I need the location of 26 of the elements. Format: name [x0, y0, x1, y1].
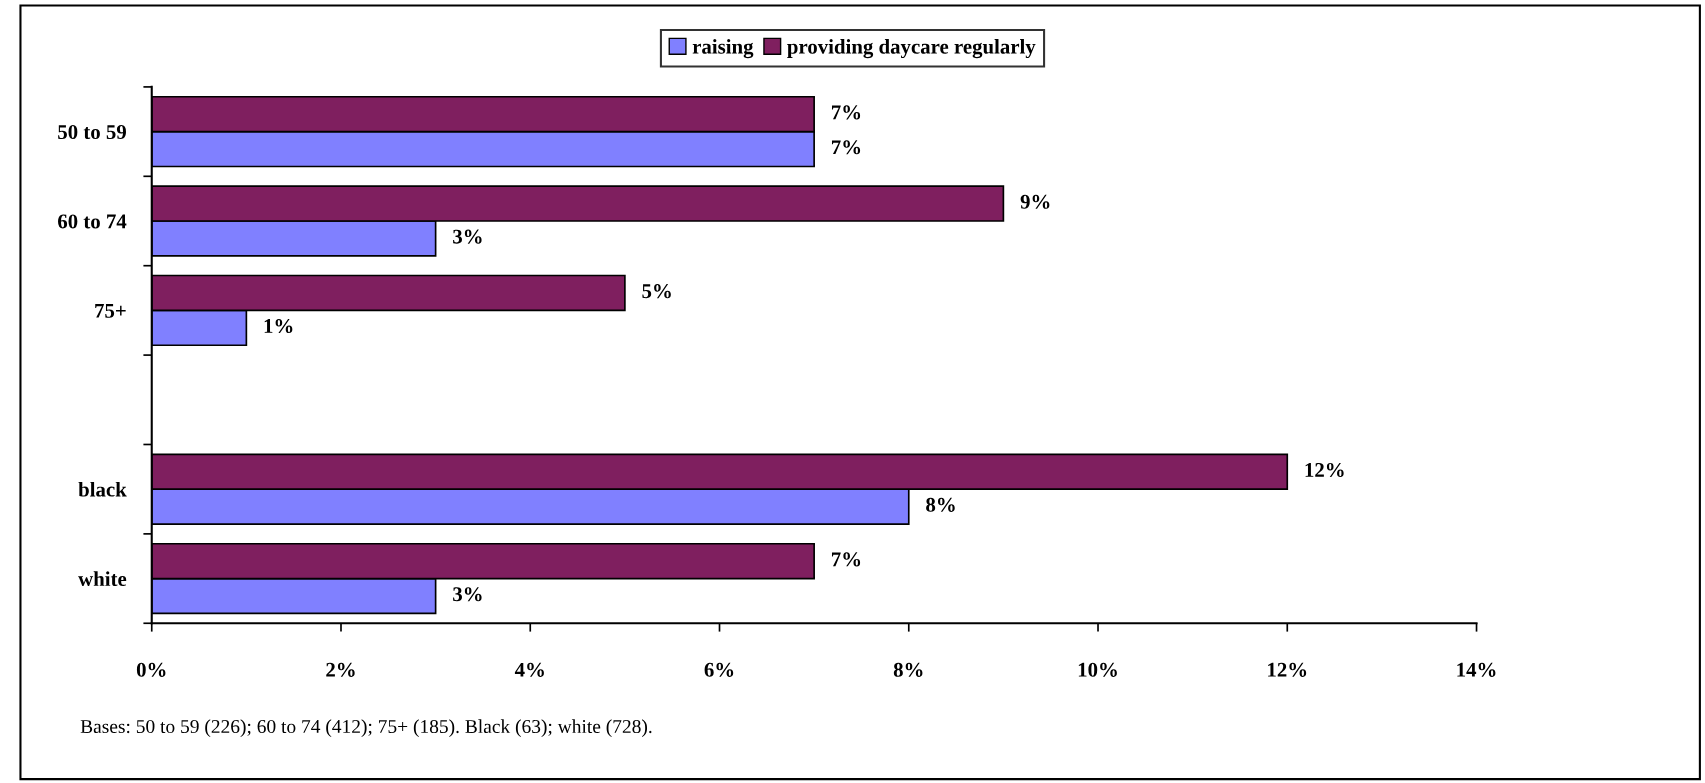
data-label: 7% [832, 552, 861, 567]
data-label: 3% [453, 587, 482, 602]
data-label: 5% [642, 284, 671, 299]
x-tick-label: 12% [1268, 662, 1307, 677]
data-label: 3% [453, 229, 482, 244]
y-tick-label: 60 to 74 [58, 214, 127, 229]
data-label: 7% [832, 140, 861, 155]
y-tick-label: white [78, 571, 127, 587]
x-tick-label: 6% [704, 662, 734, 677]
x-tick-label: 2% [326, 662, 355, 677]
data-label: 8% [926, 497, 955, 512]
x-tick-label: 0% [136, 662, 166, 677]
data-label: 9% [1020, 194, 1050, 209]
text: Bases: 50 to 59 (226); 60 to 74 (412); 75+ (185). Black (63); white (728). [80, 719, 652, 738]
legend-label: raising [692, 39, 754, 59]
data-label: 7% [832, 105, 861, 120]
y-tick-label: 50 to 59 [58, 124, 126, 140]
x-tick-label: 4% [514, 662, 544, 677]
legend-label: providing daycare regularly [787, 39, 1036, 59]
x-tick-label: 10% [1078, 662, 1117, 677]
data-label: 1% [264, 318, 293, 334]
y-tick-label: 75+ [95, 303, 126, 318]
x-tick-label: 14% [1457, 662, 1496, 677]
y-tick-label: black [78, 481, 127, 497]
x-tick-label: 8% [893, 662, 923, 677]
data-label: 12% [1305, 462, 1344, 478]
